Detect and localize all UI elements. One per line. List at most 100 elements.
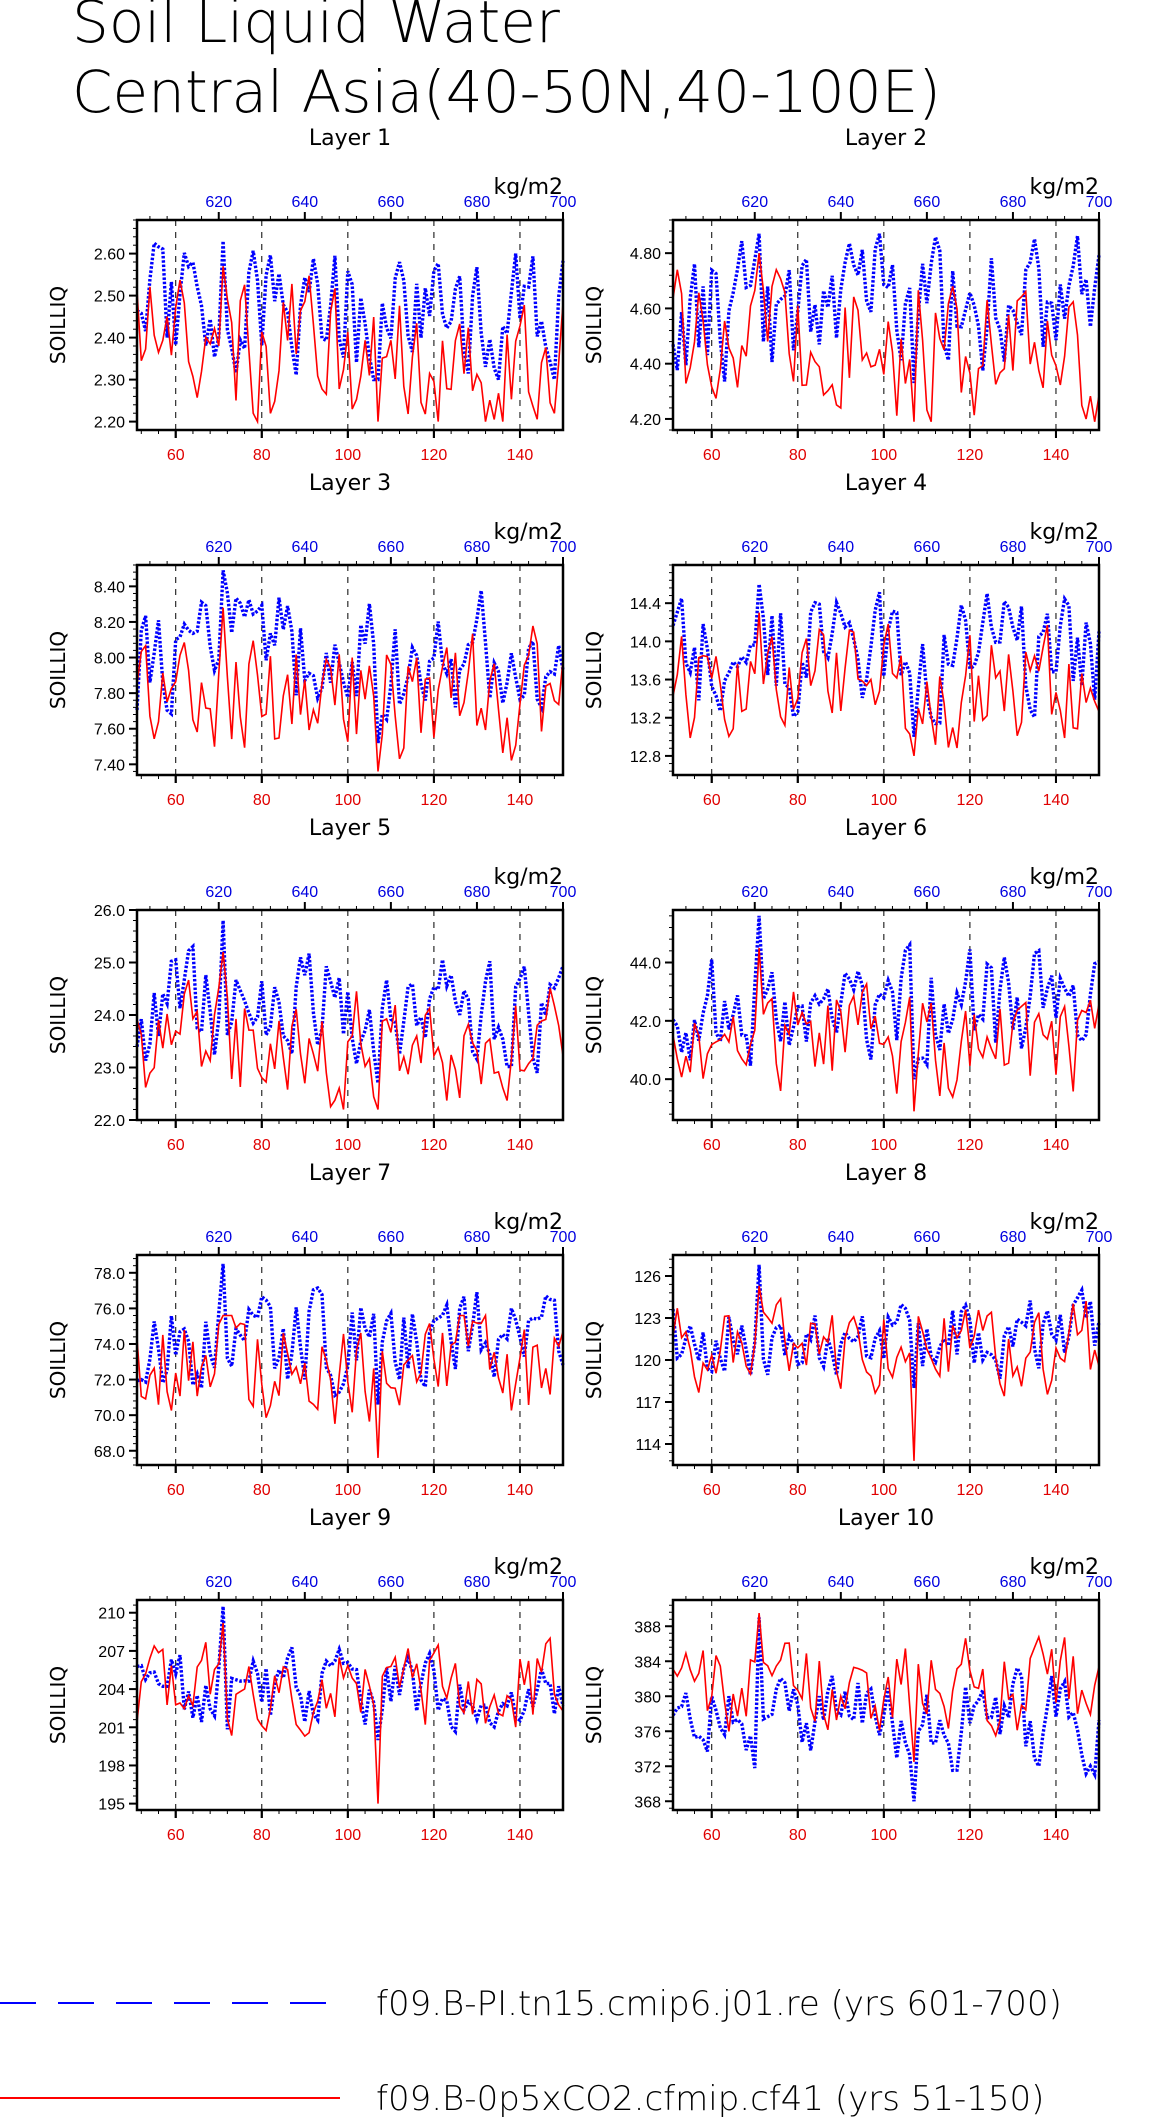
y-tick-label: 25.0 (94, 956, 125, 973)
x-tick-label-top: 640 (827, 1574, 854, 1591)
x-tick-label-bottom: 120 (421, 1137, 448, 1154)
x-tick-label-bottom: 100 (334, 447, 361, 464)
panel-title: Layer 9 (309, 1506, 391, 1531)
y-tick-label: 70.0 (94, 1408, 125, 1425)
figure-title-line-1: Soil Liquid Water (72, 0, 560, 56)
y-tick-label: 120 (634, 1353, 661, 1370)
x-tick-label-bottom: 120 (421, 447, 448, 464)
panel-title: Layer 4 (845, 471, 927, 496)
y-tick-label: 7.60 (94, 722, 125, 739)
y-tick-label: 22.0 (94, 1113, 125, 1130)
x-tick-label-bottom: 80 (789, 1827, 807, 1844)
x-tick-label-top: 700 (550, 194, 577, 211)
y-tick-label: 195 (98, 1797, 125, 1814)
x-tick-label-bottom: 140 (1043, 1827, 1070, 1844)
x-tick-label-top: 660 (378, 539, 405, 556)
y-tick-label: 384 (634, 1654, 661, 1671)
chart-panel-layer-5: Layer 5 kg/m2 SOILLIQ 22.0 23.0 24.0 25.0 26.0 6… (46, 816, 576, 1154)
y-tick-label: 78.0 (94, 1266, 125, 1283)
y-tick-label: 368 (634, 1794, 661, 1811)
x-tick-label-top: 680 (1000, 194, 1027, 211)
x-tick-label-bottom: 140 (507, 447, 534, 464)
units-label: kg/m2 (1029, 520, 1099, 545)
y-tick-label: 4.20 (630, 412, 661, 429)
x-tick-label-top: 680 (1000, 1229, 1027, 1246)
y-tick-label: 7.40 (94, 757, 125, 774)
x-tick-label-top: 700 (1086, 1229, 1113, 1246)
legend-label-blue: f09.B-PI.tn15.cmip6.j01.re (yrs 601-700) (376, 1984, 1062, 2024)
x-tick-label-bottom: 120 (421, 1482, 448, 1499)
x-tick-label-top: 700 (1086, 539, 1113, 556)
y-tick-label: 114 (635, 1437, 661, 1454)
y-axis-label: SOILLIQ (46, 286, 70, 364)
series-line-red (672, 253, 1100, 422)
y-axis-label: SOILLIQ (582, 1666, 606, 1744)
x-tick-label-bottom: 80 (789, 447, 807, 464)
x-tick-label-top: 680 (464, 884, 491, 901)
x-tick-label-top: 680 (1000, 539, 1027, 556)
panel-title: Layer 8 (845, 1161, 927, 1186)
x-tick-label-top: 620 (741, 194, 768, 211)
plot-frame (135, 218, 565, 432)
x-tick-label-top: 700 (550, 1574, 577, 1591)
units-label: kg/m2 (1029, 1555, 1099, 1580)
y-axis-label: SOILLIQ (46, 976, 70, 1054)
x-tick-label-bottom: 80 (789, 1482, 807, 1499)
x-tick-label-bottom: 80 (253, 1482, 271, 1499)
x-tick-label-bottom: 140 (1043, 447, 1070, 464)
series-line-blue (135, 920, 565, 1084)
x-tick-label-top: 640 (291, 194, 318, 211)
series-line-red (136, 1312, 564, 1458)
x-tick-label-top: 680 (1000, 884, 1027, 901)
series-line-blue (671, 233, 1101, 384)
units-label: kg/m2 (1029, 865, 1099, 890)
y-axis-label: SOILLIQ (46, 631, 70, 709)
series-line-red (672, 1285, 1100, 1461)
x-tick-label-bottom: 60 (167, 1482, 185, 1499)
y-tick-label: 68.0 (94, 1444, 125, 1461)
x-tick-label-top: 640 (827, 539, 854, 556)
x-tick-label-top: 640 (291, 1229, 318, 1246)
chart-panel-layer-6: Layer 6 kg/m2 SOILLIQ 40.0 42.0 44.0 60 80 100 12… (582, 816, 1112, 1154)
x-tick-label-bottom: 60 (703, 1137, 721, 1154)
y-tick-label: 24.0 (94, 1008, 125, 1025)
y-tick-label: 76.0 (94, 1301, 125, 1318)
series-line-red (136, 266, 564, 425)
x-tick-label-bottom: 60 (167, 792, 185, 809)
x-tick-label-bottom: 60 (703, 1482, 721, 1499)
y-axis-label: SOILLIQ (582, 976, 606, 1054)
series-line-red (672, 1613, 1100, 1762)
y-tick-label: 126 (634, 1269, 661, 1286)
panel-grid: Layer 1 kg/m2 SOILLIQ 2.20 2.30 2.40 2.50 2.60 6… (46, 126, 1112, 1844)
x-tick-label-bottom: 60 (703, 792, 721, 809)
y-tick-label: 2.20 (94, 415, 125, 432)
y-tick-label: 198 (98, 1758, 125, 1775)
y-tick-label: 4.40 (630, 357, 661, 374)
x-tick-label-top: 620 (205, 194, 232, 211)
x-tick-label-top: 680 (464, 1574, 491, 1591)
x-tick-label-top: 640 (827, 1229, 854, 1246)
y-tick-label: 7.80 (94, 686, 125, 703)
plot-frame (671, 908, 1101, 1122)
y-tick-label: 2.40 (94, 331, 125, 348)
x-tick-label-top: 660 (378, 1574, 405, 1591)
x-tick-label-bottom: 80 (789, 1137, 807, 1154)
x-tick-label-top: 620 (741, 1229, 768, 1246)
plot-frame (135, 563, 565, 777)
y-tick-label: 2.30 (94, 373, 125, 390)
x-tick-label-bottom: 80 (253, 1137, 271, 1154)
x-tick-label-top: 660 (914, 194, 941, 211)
units-label: kg/m2 (493, 175, 563, 200)
x-tick-label-bottom: 100 (870, 1482, 897, 1499)
x-tick-label-bottom: 100 (870, 1137, 897, 1154)
legend-label-red: f09.B-0p5xCO2.cfmip.cf41 (yrs 51-150) (376, 2079, 1044, 2119)
units-label: kg/m2 (1029, 1210, 1099, 1235)
y-tick-label: 372 (634, 1759, 661, 1776)
y-tick-label: 376 (634, 1724, 661, 1741)
x-tick-label-bottom: 80 (253, 1827, 271, 1844)
x-tick-label-bottom: 140 (1043, 1482, 1070, 1499)
plot-frame (135, 1253, 565, 1467)
x-tick-label-bottom: 100 (334, 792, 361, 809)
x-tick-label-top: 620 (741, 539, 768, 556)
